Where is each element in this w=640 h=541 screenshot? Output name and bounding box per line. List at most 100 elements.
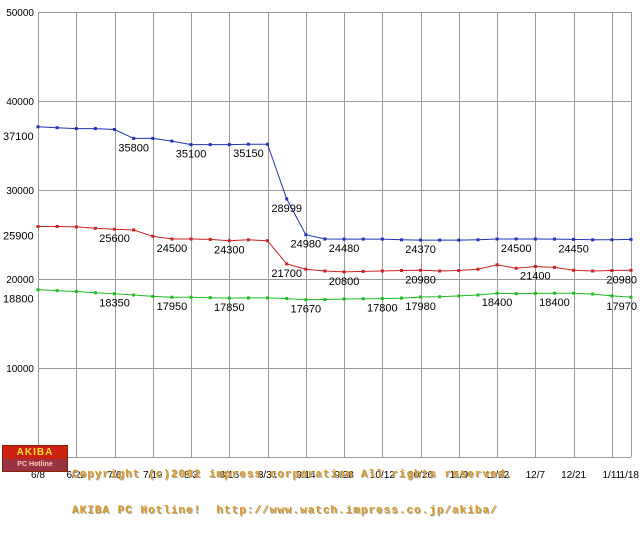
svg-text:12/21: 12/21 — [561, 470, 586, 480]
svg-text:40000: 40000 — [6, 97, 34, 108]
point-label: 18400 — [539, 297, 570, 309]
svg-text:11/22: 11/22 — [485, 470, 510, 480]
series-green: 18800 18350 17950 17850 17670 17800 17980 18400… — [3, 288, 637, 316]
data-point — [132, 136, 136, 140]
data-point — [572, 291, 576, 295]
data-point — [266, 142, 269, 146]
data-point — [495, 237, 499, 241]
data-point — [36, 225, 40, 228]
chart-plot: 10000 20000 30000 40000 50000 6/8 6/22 7/6 7/19 8… — [3, 8, 639, 480]
data-point — [246, 142, 250, 146]
svg-text:7/6: 7/6 — [108, 470, 122, 480]
copyright-line2: AKIBA PC Hotline! http://www.watch.impre… — [72, 505, 498, 517]
data-point — [285, 197, 289, 201]
svg-text:10000: 10000 — [6, 364, 34, 375]
data-point — [342, 237, 346, 241]
point-label: 24300 — [214, 245, 245, 257]
data-point — [227, 239, 231, 243]
data-point — [419, 268, 423, 272]
data-point — [227, 296, 231, 300]
svg-text:20000: 20000 — [6, 275, 34, 286]
data-point — [380, 237, 384, 241]
data-point — [323, 269, 327, 273]
data-point — [495, 263, 499, 267]
data-point — [170, 139, 174, 143]
data-point — [476, 293, 480, 297]
data-point — [629, 268, 633, 272]
akiba-logo-title: AKIBA — [3, 446, 67, 459]
svg-text:8/16: 8/16 — [220, 470, 240, 480]
point-label: 25900 — [3, 231, 34, 243]
data-point — [227, 143, 231, 147]
data-point — [610, 238, 614, 242]
data-point — [400, 269, 403, 272]
svg-text:6/8: 6/8 — [31, 470, 45, 480]
svg-text:10/26: 10/26 — [408, 470, 433, 480]
data-point — [400, 238, 403, 242]
series-line-blue — [37, 126, 632, 241]
data-point — [285, 297, 289, 301]
point-label: 25600 — [99, 233, 130, 245]
x-axis-labels: 6/8 6/22 7/6 7/19 8/3 8/16 8/31 9/14 9/28 10/12 10… — [31, 470, 639, 480]
data-point — [113, 128, 116, 131]
data-point — [189, 295, 193, 299]
data-point — [208, 237, 212, 241]
data-point — [342, 270, 346, 274]
data-point — [323, 237, 327, 241]
data-point — [361, 297, 365, 301]
svg-text:50000: 50000 — [6, 8, 34, 19]
svg-text:1/11: 1/11 — [603, 470, 622, 480]
copyright-text: Copyright (c)2002 impress corporation Al… — [72, 445, 513, 541]
point-label: 24480 — [329, 243, 360, 255]
data-point — [629, 295, 633, 299]
y-axis-labels: 10000 20000 30000 40000 50000 — [6, 8, 34, 375]
data-point — [419, 295, 423, 299]
data-point — [438, 295, 442, 299]
data-point — [74, 290, 78, 293]
data-point — [553, 265, 556, 269]
point-label: 37100 — [3, 131, 34, 143]
data-point — [514, 237, 518, 241]
data-point — [55, 289, 59, 293]
data-point — [476, 238, 480, 242]
svg-text:9/14: 9/14 — [296, 470, 316, 480]
data-point — [457, 269, 461, 272]
point-label: 17970 — [606, 301, 637, 313]
copyright-line1: Copyright (c)2002 impress corporation Al… — [72, 469, 513, 481]
data-point — [93, 127, 97, 131]
data-point — [533, 291, 537, 295]
data-point — [74, 127, 78, 131]
data-point — [266, 296, 269, 300]
point-label: 20980 — [405, 274, 436, 286]
data-point — [55, 126, 59, 130]
data-point — [113, 227, 116, 231]
series-blue: 37100 35800 35100 35150 28999 24980 24480 24370… — [3, 125, 633, 256]
data-point — [572, 237, 576, 241]
point-label: 24500 — [501, 243, 532, 255]
point-label: 35100 — [176, 149, 207, 161]
data-point — [495, 291, 499, 295]
point-label: 21400 — [520, 271, 551, 283]
svg-text:10/12: 10/12 — [370, 470, 395, 480]
data-point — [342, 297, 346, 301]
data-point — [629, 237, 633, 241]
svg-text:30000: 30000 — [6, 186, 34, 197]
data-point — [514, 266, 518, 270]
data-point — [208, 143, 212, 147]
point-label: 17800 — [367, 303, 398, 315]
point-label: 24450 — [558, 243, 589, 255]
price-trend-chart: 10000 20000 30000 40000 50000 6/8 6/22 7/6 7/19 8… — [2, 8, 639, 517]
data-point — [132, 293, 136, 297]
data-point — [36, 288, 40, 292]
point-label: 35800 — [118, 142, 149, 154]
svg-text:8/31: 8/31 — [258, 470, 278, 480]
data-point — [476, 267, 480, 271]
data-point — [323, 298, 327, 301]
data-point — [533, 237, 537, 241]
data-point — [553, 237, 556, 241]
data-point — [419, 238, 423, 242]
data-point — [533, 265, 537, 268]
akiba-logo-subtitle: PC Hotline — [3, 459, 67, 471]
svg-text:8/3: 8/3 — [184, 470, 198, 480]
point-label: 35150 — [233, 148, 264, 160]
